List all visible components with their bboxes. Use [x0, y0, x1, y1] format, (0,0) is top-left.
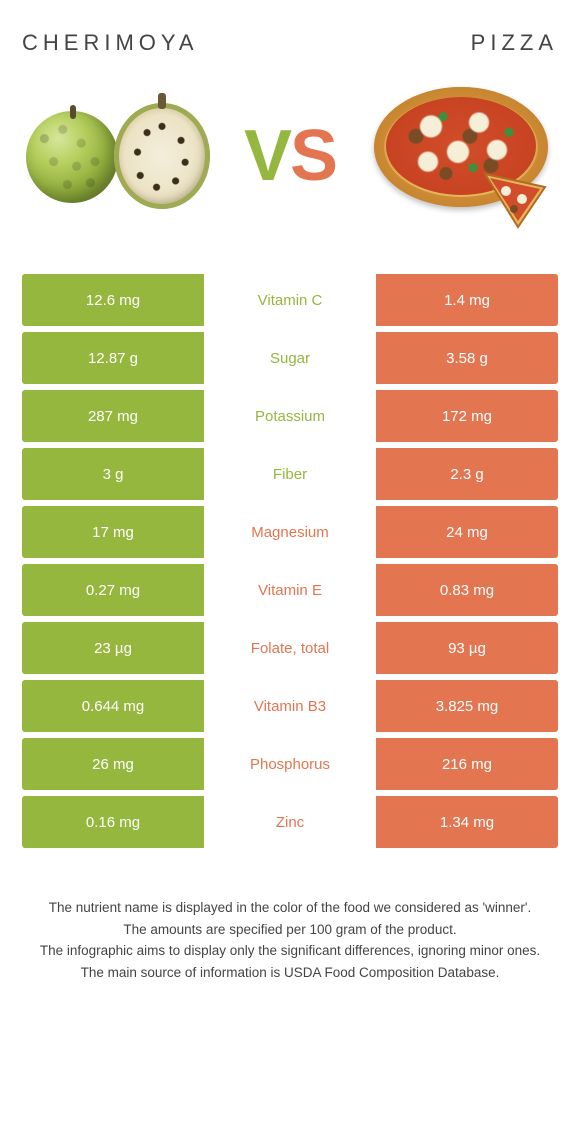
left-value: 26 mg — [22, 738, 204, 790]
left-value: 287 mg — [22, 390, 204, 442]
footer-notes: The nutrient name is displayed in the co… — [22, 898, 558, 982]
footer-line: The nutrient name is displayed in the co… — [32, 898, 548, 918]
left-value: 0.16 mg — [22, 796, 204, 848]
nutrient-row: 0.644 mgVitamin B33.825 mg — [22, 680, 558, 732]
nutrient-name: Vitamin E — [204, 564, 376, 616]
nutrient-row: 287 mgPotassium172 mg — [22, 390, 558, 442]
left-value: 17 mg — [22, 506, 204, 558]
left-value: 23 µg — [22, 622, 204, 674]
title-row: CHERIMOYA PIZZA — [22, 30, 558, 56]
left-value: 0.644 mg — [22, 680, 204, 732]
footer-line: The amounts are specified per 100 gram o… — [32, 920, 548, 940]
nutrient-row: 3 gFiber2.3 g — [22, 448, 558, 500]
nutrient-row: 12.87 gSugar3.58 g — [22, 332, 558, 384]
nutrient-row: 23 µgFolate, total93 µg — [22, 622, 558, 674]
cherimoya-half-icon — [114, 103, 210, 209]
right-value: 2.3 g — [376, 448, 558, 500]
nutrient-name: Phosphorus — [204, 738, 376, 790]
right-value: 172 mg — [376, 390, 558, 442]
pizza-image — [366, 86, 556, 226]
nutrient-name: Fiber — [204, 448, 376, 500]
nutrient-row: 12.6 mgVitamin C1.4 mg — [22, 274, 558, 326]
nutrient-name: Folate, total — [204, 622, 376, 674]
nutrient-name: Zinc — [204, 796, 376, 848]
infographic: CHERIMOYA PIZZA VS — [0, 0, 580, 1004]
left-food-title: CHERIMOYA — [22, 30, 199, 56]
left-value: 12.87 g — [22, 332, 204, 384]
left-value: 12.6 mg — [22, 274, 204, 326]
nutrient-row: 26 mgPhosphorus216 mg — [22, 738, 558, 790]
right-value: 216 mg — [376, 738, 558, 790]
nutrient-name: Vitamin C — [204, 274, 376, 326]
hero-row: VS — [22, 86, 558, 226]
left-value: 0.27 mg — [22, 564, 204, 616]
right-value: 1.34 mg — [376, 796, 558, 848]
nutrient-name: Magnesium — [204, 506, 376, 558]
left-value: 3 g — [22, 448, 204, 500]
nutrient-name: Vitamin B3 — [204, 680, 376, 732]
right-value: 93 µg — [376, 622, 558, 674]
pizza-slice-icon — [480, 169, 550, 229]
vs-s: S — [290, 115, 336, 197]
right-food-title: PIZZA — [471, 30, 558, 56]
footer-line: The main source of information is USDA F… — [32, 963, 548, 983]
nutrient-name: Potassium — [204, 390, 376, 442]
right-value: 1.4 mg — [376, 274, 558, 326]
nutrient-row: 0.27 mgVitamin E0.83 mg — [22, 564, 558, 616]
right-value: 3.825 mg — [376, 680, 558, 732]
vs-label: VS — [244, 115, 336, 197]
right-value: 3.58 g — [376, 332, 558, 384]
footer-line: The infographic aims to display only the… — [32, 941, 548, 961]
vs-v: V — [244, 115, 290, 197]
cherimoya-whole-icon — [26, 111, 118, 203]
nutrient-table: 12.6 mgVitamin C1.4 mg 12.87 gSugar3.58 g… — [22, 268, 558, 854]
nutrient-row: 0.16 mgZinc1.34 mg — [22, 796, 558, 848]
cherimoya-image — [24, 86, 214, 226]
nutrient-row: 17 mgMagnesium24 mg — [22, 506, 558, 558]
right-value: 24 mg — [376, 506, 558, 558]
nutrient-name: Sugar — [204, 332, 376, 384]
right-value: 0.83 mg — [376, 564, 558, 616]
